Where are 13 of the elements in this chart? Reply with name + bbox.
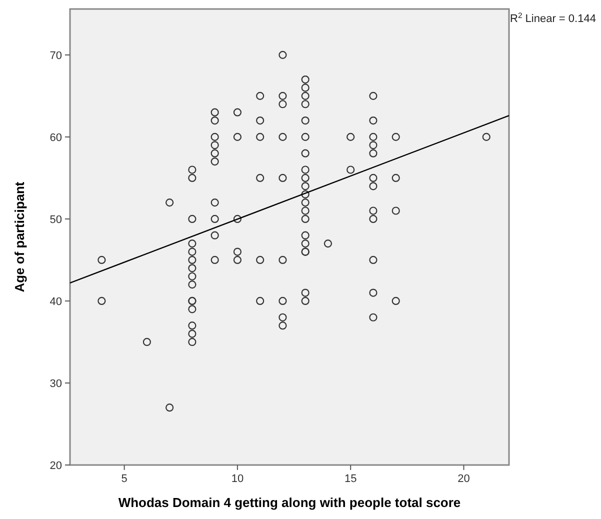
text: R$^{2}$ Linear = 0.144 [510,10,596,25]
x-axis-title: Whodas Domain 4 getting along with people total score [118,495,461,510]
x-tick-label: 10 [231,473,244,485]
y-tick-label: 70 [50,50,62,62]
y-tick-label: 60 [50,132,62,144]
x-tick-label: 15 [344,473,357,485]
y-axis-title: Age of participant [12,181,27,292]
y-tick-label: 20 [50,460,62,472]
y-tick-label: 30 [50,378,62,390]
x-tick-label: 5 [121,473,128,485]
y-tick-label: 40 [50,296,62,308]
x-tick-label: 20 [458,473,470,485]
y-tick-label: 50 [50,214,62,226]
